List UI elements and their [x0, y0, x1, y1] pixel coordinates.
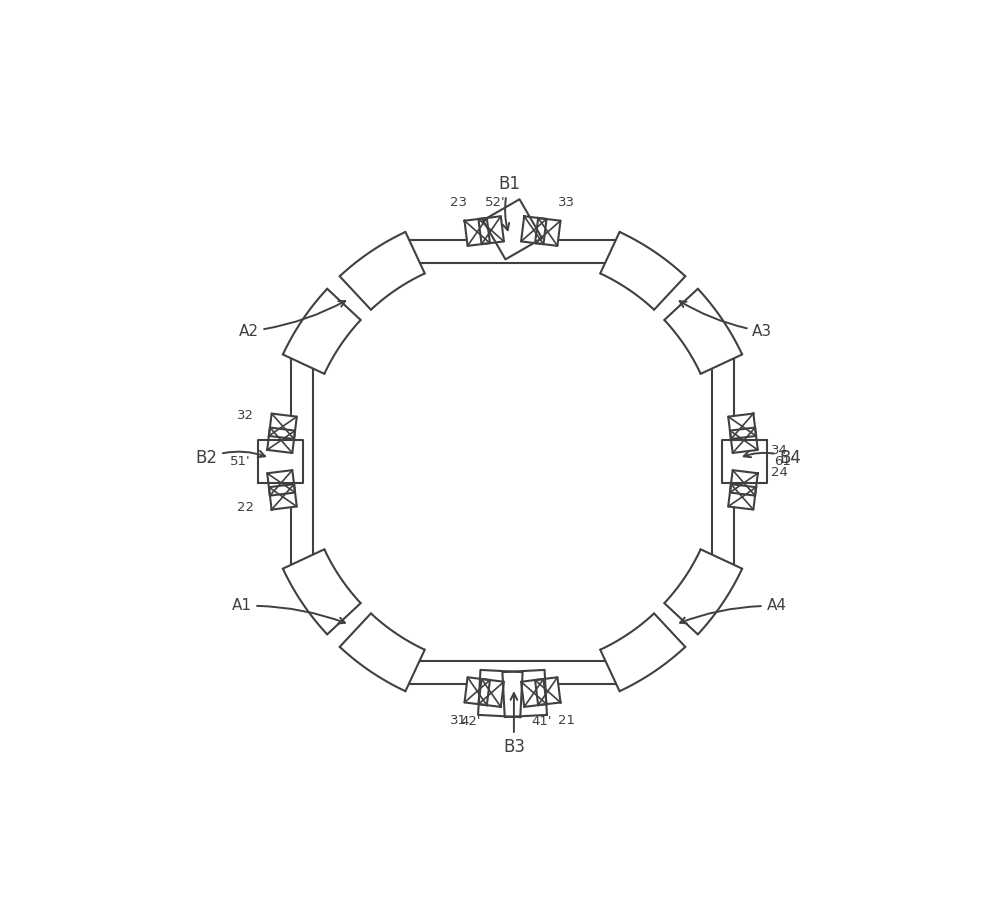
Text: A1: A1	[232, 599, 345, 623]
Polygon shape	[269, 484, 297, 510]
Text: 21: 21	[558, 714, 575, 727]
Polygon shape	[483, 199, 542, 260]
Polygon shape	[722, 441, 767, 483]
Text: 42': 42'	[460, 715, 481, 728]
Text: 52': 52'	[485, 197, 505, 209]
Polygon shape	[258, 441, 303, 483]
Polygon shape	[521, 679, 547, 707]
Text: B1: B1	[498, 175, 520, 230]
Text: A3: A3	[680, 302, 772, 339]
Text: B2: B2	[195, 449, 265, 467]
Polygon shape	[269, 413, 297, 439]
Polygon shape	[478, 679, 504, 707]
Text: A2: A2	[239, 301, 345, 339]
Polygon shape	[728, 413, 756, 439]
Polygon shape	[464, 218, 490, 246]
Polygon shape	[478, 217, 504, 244]
Text: 34: 34	[771, 444, 788, 457]
Text: A4: A4	[680, 599, 786, 623]
Polygon shape	[521, 217, 547, 244]
Text: 22: 22	[237, 501, 254, 514]
Text: 41': 41'	[532, 715, 552, 728]
Polygon shape	[535, 677, 561, 706]
Text: 61': 61'	[774, 455, 795, 468]
Text: 24: 24	[771, 466, 788, 479]
Text: 32: 32	[237, 409, 254, 422]
Polygon shape	[730, 470, 758, 495]
Polygon shape	[267, 428, 295, 453]
Polygon shape	[728, 484, 756, 510]
Polygon shape	[730, 428, 758, 453]
Polygon shape	[267, 470, 295, 495]
Text: 23: 23	[450, 197, 467, 209]
Polygon shape	[502, 670, 547, 717]
Text: 51': 51'	[230, 455, 251, 468]
Polygon shape	[464, 677, 490, 706]
Text: 31: 31	[450, 714, 467, 727]
Text: B4: B4	[744, 449, 801, 467]
Text: B3: B3	[503, 693, 525, 756]
Text: 33: 33	[558, 197, 575, 209]
Polygon shape	[535, 218, 561, 246]
Polygon shape	[478, 670, 523, 717]
